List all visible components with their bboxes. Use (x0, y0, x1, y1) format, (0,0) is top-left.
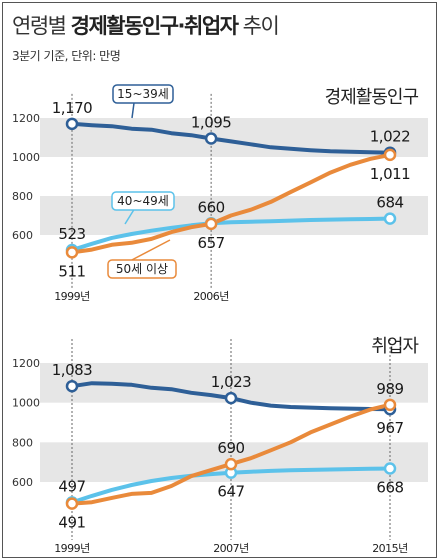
data-label: 684 (376, 194, 403, 212)
legend-callout: 50세 이상 (107, 239, 177, 279)
callout-label: 15~39세 (117, 87, 169, 101)
data-marker (204, 132, 218, 145)
data-marker (224, 457, 238, 471)
data-label: 511 (58, 262, 85, 280)
legend-callout: 15~39세 (112, 84, 174, 119)
callout-label: 50세 이상 (116, 262, 168, 276)
y-tick-label: 1000 (12, 151, 40, 164)
data-label: 1,095 (191, 113, 231, 131)
y-tick-label: 1200 (12, 357, 40, 370)
data-marker (383, 462, 397, 475)
title-suffix: 추이 (237, 14, 280, 38)
x-tick-label: 2006년 (193, 290, 229, 303)
data-label: 690 (217, 439, 244, 457)
callout-box (112, 84, 174, 104)
callout-box (111, 191, 175, 211)
callout-pointer (131, 102, 135, 119)
data-marker (204, 217, 218, 231)
data-label: 967 (376, 419, 403, 437)
y-tick-label: 800 (12, 436, 33, 449)
data-label: 497 (58, 477, 85, 495)
x-tick-label: 2015년 (372, 542, 408, 555)
legend-callout: 40~49세 (111, 191, 175, 225)
callout-box (107, 259, 177, 279)
data-label: 657 (198, 234, 225, 252)
data-label: 1,022 (370, 128, 410, 146)
x-tick-label: 1999년 (54, 290, 90, 303)
data-marker (224, 391, 238, 405)
data-label: 1,023 (211, 373, 251, 391)
chart-title: 연령별 경제활동인구·취업자 추이 (12, 10, 280, 40)
title-main: 경제활동인구·취업자 (70, 14, 239, 38)
data-marker (383, 212, 397, 225)
y-tick-label: 1200 (12, 112, 40, 125)
data-marker (65, 497, 79, 510)
y-tick-label: 600 (12, 229, 33, 242)
data-marker (65, 246, 79, 259)
panel-2: 600 800 1000 1200 1999년 2007년 2015년 취업자 1,083 1,0… (12, 336, 428, 555)
data-marker (65, 379, 79, 393)
y-tick-label: 800 (12, 190, 33, 203)
panel-title: 경제활동인구 (325, 87, 419, 108)
data-marker (65, 117, 79, 131)
x-tick-label: 2007년 (213, 542, 249, 555)
panel-1: 600 800 1000 1200 1999년 2006년 경제활동인구 1,170 1,095… (12, 84, 428, 303)
callout-pointer (124, 209, 135, 225)
data-label: 491 (58, 514, 85, 532)
data-label: 668 (376, 479, 403, 497)
chart-frame (2, 2, 437, 558)
data-label: 1,083 (52, 361, 92, 379)
y-tick-label: 600 (12, 476, 33, 489)
callout-pointer (131, 239, 171, 261)
panel-title: 취업자 (371, 336, 419, 357)
title-prefix: 연령별 (12, 14, 71, 38)
data-label: 989 (376, 380, 403, 398)
data-label: 1,170 (52, 99, 92, 117)
series-line-2 (70, 216, 392, 252)
data-label: 647 (217, 483, 244, 501)
series-line-3 (70, 152, 392, 255)
x-tick-label: 1999년 (54, 542, 90, 555)
series-line-1 (70, 121, 392, 155)
data-label: 1,011 (370, 165, 410, 183)
chart-subtitle: 3분기 기준, 단위: 만명 (12, 49, 121, 63)
data-label: 660 (198, 198, 225, 216)
data-marker (383, 148, 397, 162)
data-marker (383, 398, 397, 412)
data-label: 523 (58, 225, 85, 243)
y-tick-label: 1000 (12, 397, 40, 410)
callout-label: 40~49세 (117, 194, 169, 208)
